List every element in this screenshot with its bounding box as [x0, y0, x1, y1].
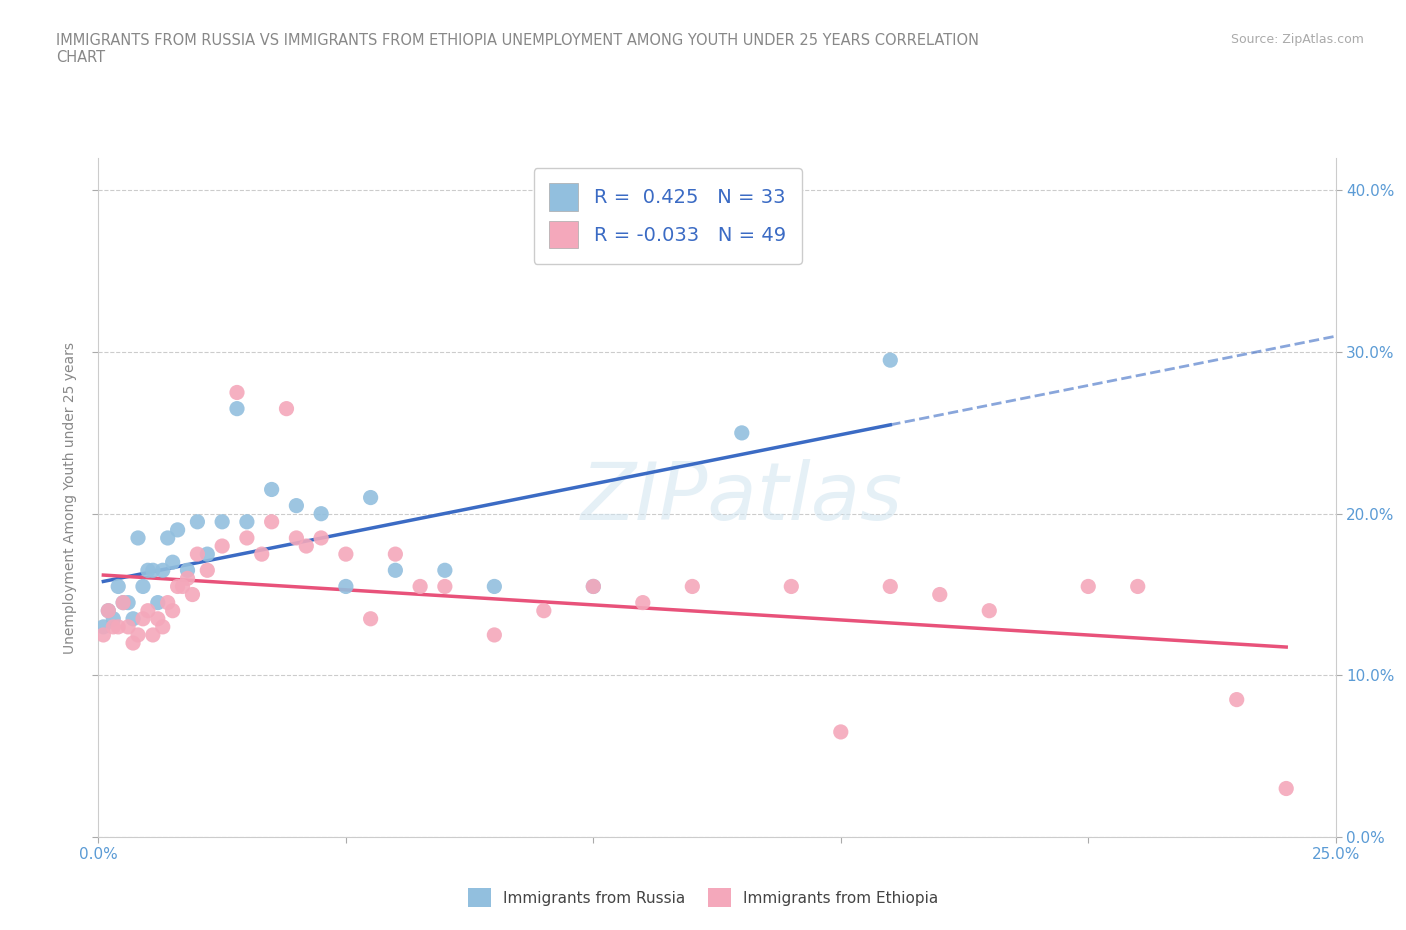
Point — [285, 530, 308, 545]
Point — [142, 628, 165, 643]
Point — [186, 547, 208, 562]
Point — [107, 619, 129, 634]
Point — [309, 530, 332, 545]
Point — [107, 579, 129, 594]
Legend: R =  0.425   N = 33, R = -0.033   N = 49: R = 0.425 N = 33, R = -0.033 N = 49 — [534, 167, 801, 264]
Point — [879, 352, 901, 367]
Point — [136, 604, 159, 618]
Point — [928, 587, 950, 602]
Point — [132, 611, 155, 626]
Point — [97, 604, 120, 618]
Point — [1126, 579, 1149, 594]
Point — [533, 604, 555, 618]
Point — [176, 563, 198, 578]
Point — [360, 490, 382, 505]
Point — [93, 619, 115, 634]
Point — [236, 514, 259, 529]
Point — [384, 547, 406, 562]
Point — [484, 579, 506, 594]
Point — [335, 579, 357, 594]
Point — [631, 595, 654, 610]
Point — [103, 611, 125, 626]
Point — [195, 563, 218, 578]
Point — [1077, 579, 1099, 594]
Point — [360, 611, 382, 626]
Point — [162, 604, 184, 618]
Point — [582, 579, 605, 594]
Point — [112, 595, 135, 610]
Point — [285, 498, 308, 513]
Point — [103, 619, 125, 634]
Point — [142, 563, 165, 578]
Point — [112, 595, 135, 610]
Point — [276, 401, 298, 416]
Point — [136, 563, 159, 578]
Point — [176, 571, 198, 586]
Point — [172, 579, 194, 594]
Point — [260, 482, 283, 497]
Point — [166, 523, 188, 538]
Point — [1275, 781, 1298, 796]
Point — [117, 595, 139, 610]
Point — [780, 579, 803, 594]
Point — [211, 514, 233, 529]
Text: ZIPatlas: ZIPatlas — [581, 458, 903, 537]
Point — [260, 514, 283, 529]
Point — [132, 579, 155, 594]
Point — [731, 425, 754, 440]
Y-axis label: Unemployment Among Youth under 25 years: Unemployment Among Youth under 25 years — [63, 341, 77, 654]
Point — [166, 579, 188, 594]
Point — [152, 619, 174, 634]
Point — [236, 530, 259, 545]
Point — [146, 611, 169, 626]
Point — [830, 724, 852, 739]
Point — [409, 579, 432, 594]
Point — [250, 547, 273, 562]
Point — [127, 530, 149, 545]
Legend: Immigrants from Russia, Immigrants from Ethiopia: Immigrants from Russia, Immigrants from … — [461, 883, 945, 913]
Point — [156, 530, 179, 545]
Text: IMMIGRANTS FROM RUSSIA VS IMMIGRANTS FROM ETHIOPIA UNEMPLOYMENT AMONG YOUTH UNDE: IMMIGRANTS FROM RUSSIA VS IMMIGRANTS FRO… — [56, 33, 979, 65]
Point — [181, 587, 204, 602]
Point — [97, 604, 120, 618]
Point — [127, 628, 149, 643]
Point — [186, 514, 208, 529]
Point — [195, 547, 218, 562]
Point — [433, 563, 456, 578]
Point — [211, 538, 233, 553]
Point — [309, 506, 332, 521]
Point — [484, 628, 506, 643]
Point — [979, 604, 1001, 618]
Point — [295, 538, 318, 553]
Point — [335, 547, 357, 562]
Point — [582, 579, 605, 594]
Point — [226, 401, 249, 416]
Point — [1226, 692, 1249, 707]
Point — [117, 619, 139, 634]
Point — [226, 385, 249, 400]
Text: Source: ZipAtlas.com: Source: ZipAtlas.com — [1230, 33, 1364, 46]
Point — [146, 595, 169, 610]
Point — [156, 595, 179, 610]
Point — [93, 628, 115, 643]
Point — [162, 555, 184, 570]
Point — [122, 611, 145, 626]
Point — [152, 563, 174, 578]
Point — [433, 579, 456, 594]
Point — [681, 579, 703, 594]
Point — [879, 579, 901, 594]
Point — [122, 635, 145, 650]
Point — [384, 563, 406, 578]
